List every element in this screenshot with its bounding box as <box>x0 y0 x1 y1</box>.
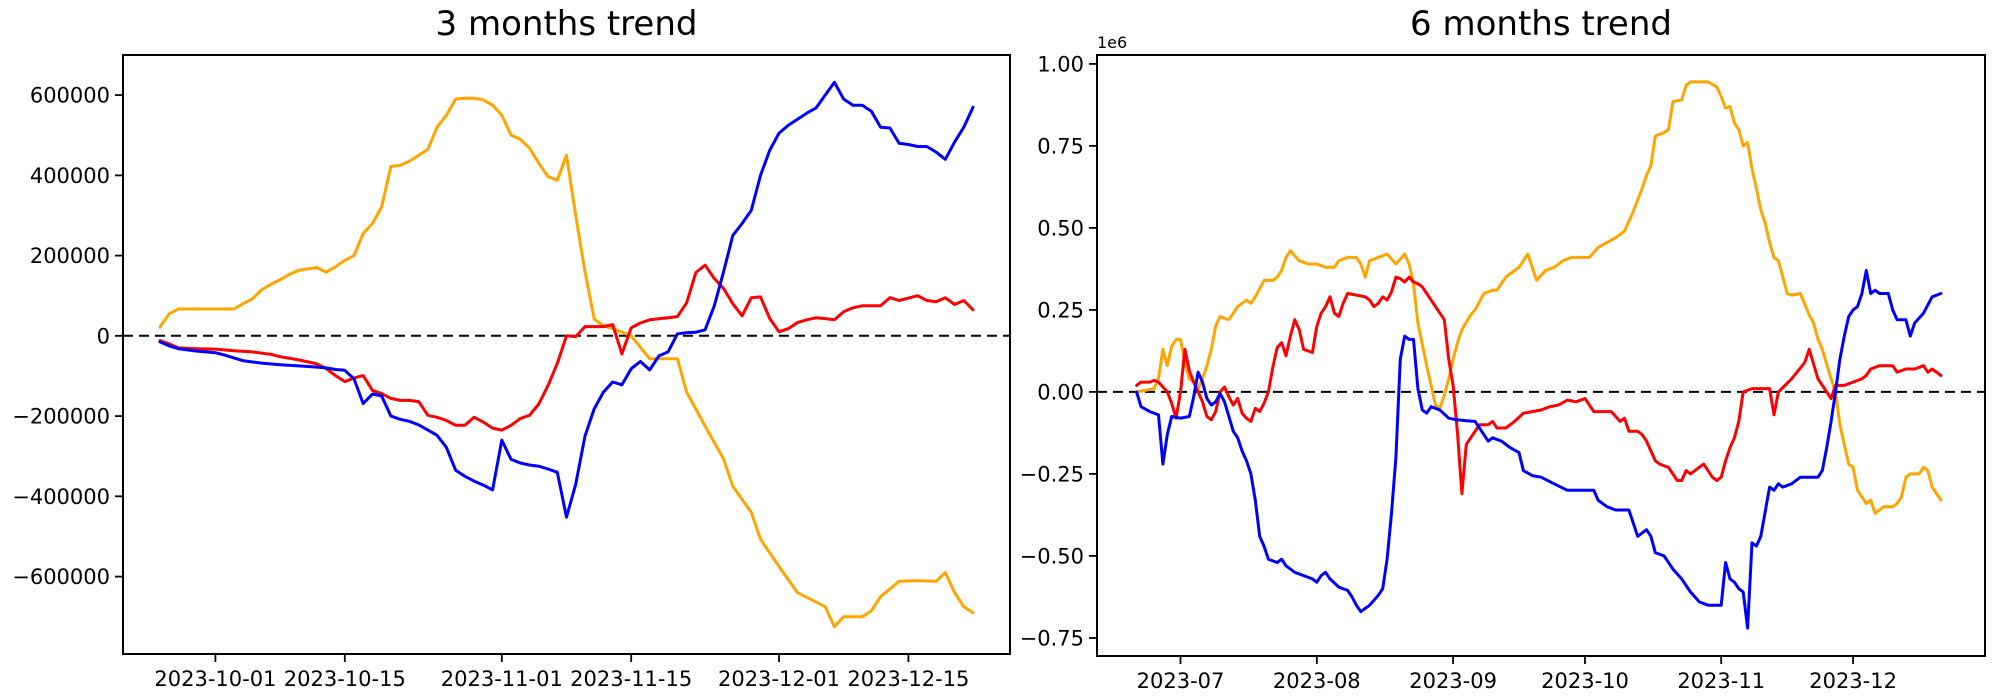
chart-title-6-months: 6 months trend <box>1410 4 1672 44</box>
y-tick-label: 0.25 <box>1037 298 1084 322</box>
series-line-red <box>1135 275 1943 496</box>
y-axis-offset-text: 1e6 <box>1097 33 1127 52</box>
y-tick-label: −600000 <box>12 565 110 589</box>
y-tick-label: −0.50 <box>1020 544 1084 568</box>
x-tick-label: 2023-12-01 <box>718 667 840 691</box>
chart-3-months: 600000 400000 200000 0 −200000 −400000 −600000… <box>12 54 1011 691</box>
chart-6-months: 1.00 0.75 0.50 0.25 0.00 −0.25 −0.50 −0.75 2023-… <box>1020 33 1986 693</box>
series-line-blue <box>1135 269 1943 630</box>
x-tick-label: 2023-12 <box>1809 669 1897 693</box>
y-tick-label: −0.75 <box>1020 627 1084 651</box>
x-tick-label: 2023-10 <box>1541 669 1629 693</box>
axes-frame <box>122 54 1011 655</box>
y-tick-label: 0 <box>97 324 110 348</box>
x-tick-label: 2023-09 <box>1409 669 1497 693</box>
x-tick-label: 2023-11 <box>1677 669 1765 693</box>
x-tick-label: 2023-11-15 <box>570 667 692 691</box>
chart-title-3-months: 3 months trend <box>435 4 698 44</box>
x-tick-label: 2023-12-15 <box>847 667 969 691</box>
y-tick-label: 1.00 <box>1037 52 1084 76</box>
y-tick-label: −0.25 <box>1020 462 1084 486</box>
y-tick-label: 600000 <box>30 84 110 108</box>
x-tick-label: 2023-08 <box>1273 669 1361 693</box>
y-tick-label: 400000 <box>30 164 110 188</box>
y-tick-label: −400000 <box>12 485 110 509</box>
series-line-orange <box>1135 80 1943 515</box>
y-tick-label: 0.00 <box>1037 380 1084 404</box>
y-tick-label: 200000 <box>30 244 110 268</box>
x-tick-label: 2023-10-15 <box>284 667 406 691</box>
y-tick-label: 0.50 <box>1037 216 1084 240</box>
x-tick-label: 2023-11-01 <box>441 667 563 691</box>
axes-frame <box>1096 54 1986 657</box>
series-line-blue <box>158 80 975 519</box>
y-tick-label: −200000 <box>12 405 110 429</box>
y-tick-label: 0.75 <box>1037 134 1084 158</box>
series-line-orange <box>158 96 975 629</box>
x-tick-label: 2023-10-01 <box>154 667 276 691</box>
series-line-red <box>158 263 975 432</box>
x-tick-label: 2023-07 <box>1137 669 1225 693</box>
